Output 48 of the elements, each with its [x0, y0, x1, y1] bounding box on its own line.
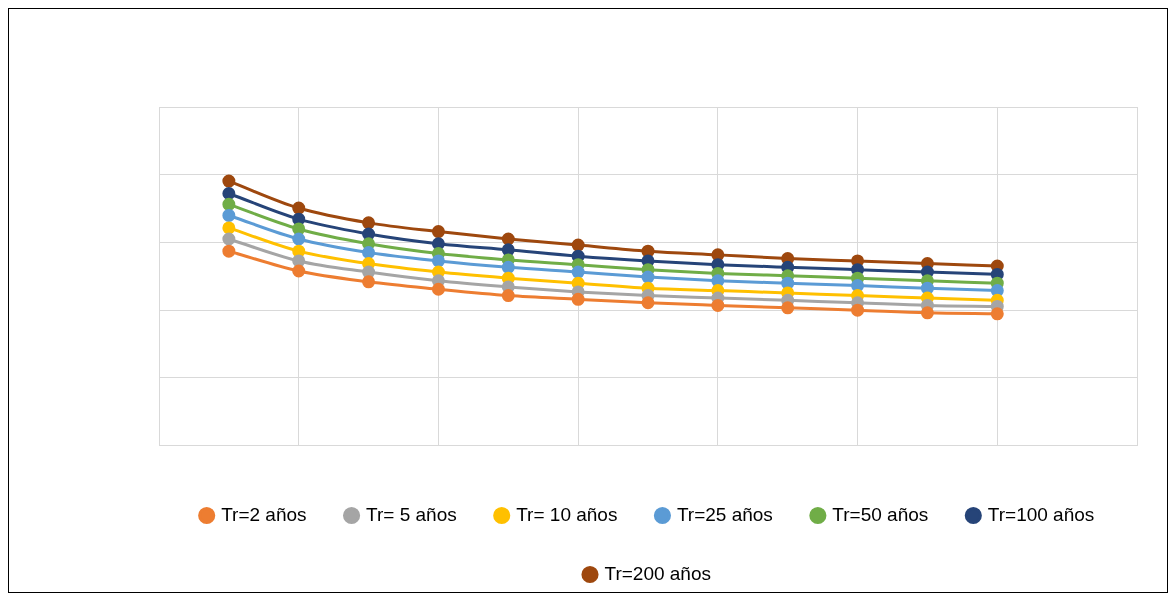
point [222, 187, 236, 200]
point [781, 301, 795, 315]
point [920, 306, 934, 320]
point [501, 232, 515, 246]
point [501, 289, 515, 303]
point [571, 292, 585, 306]
point [641, 270, 655, 284]
point [990, 284, 1004, 298]
point [292, 201, 306, 215]
point [851, 279, 865, 293]
legend-label: Tr= 5 años [366, 503, 457, 525]
legend-label: Tr=100 años [987, 503, 1095, 525]
point [920, 281, 934, 295]
legend-label: Tr=200 años [604, 562, 712, 584]
point [501, 260, 515, 274]
point [431, 282, 445, 296]
point [292, 222, 306, 236]
point [571, 238, 585, 252]
point [292, 264, 306, 278]
point [711, 298, 725, 312]
legend-label: Tr=2 años [221, 503, 307, 525]
point [501, 243, 515, 257]
point [222, 221, 236, 235]
point [781, 276, 795, 290]
point [362, 275, 376, 289]
point [222, 244, 236, 258]
point [292, 212, 306, 226]
point [851, 303, 865, 317]
point [292, 254, 306, 268]
point [571, 265, 585, 279]
point [431, 225, 445, 239]
point [222, 174, 236, 188]
legend-label: Tr=25 años [676, 503, 773, 525]
point [222, 232, 236, 246]
legend-label: Tr= 10 años [516, 503, 618, 525]
point [431, 254, 445, 268]
point [362, 245, 376, 259]
point [222, 197, 236, 211]
point [362, 216, 376, 230]
legend-label: Tr=50 años [832, 503, 929, 525]
point [222, 208, 236, 222]
point [362, 265, 376, 279]
point [431, 237, 445, 251]
point [292, 232, 306, 246]
point [641, 296, 655, 310]
point [990, 307, 1004, 321]
point [362, 227, 376, 241]
point [292, 244, 306, 258]
